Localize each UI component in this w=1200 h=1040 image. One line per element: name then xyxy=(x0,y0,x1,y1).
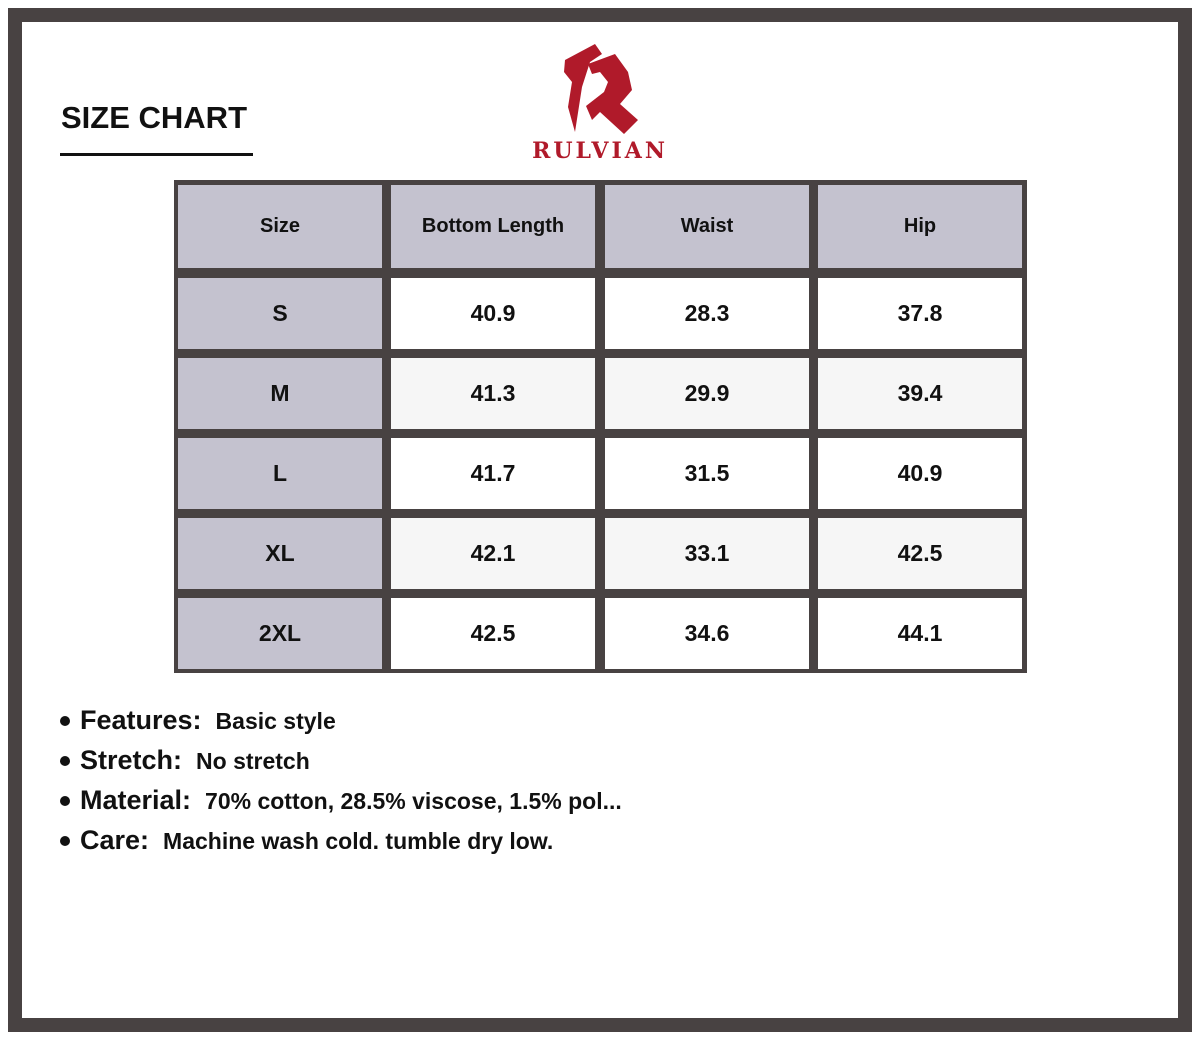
table-cell: 34.6 xyxy=(605,598,809,669)
table-cell: 42.1 xyxy=(391,518,595,589)
table-cell: 42.5 xyxy=(818,518,1022,589)
table-cell: 29.9 xyxy=(605,358,809,429)
detail-label: Material: xyxy=(80,785,192,815)
detail-value: Basic style xyxy=(215,708,336,734)
size-label: L xyxy=(178,438,382,509)
table-cell: 40.9 xyxy=(818,438,1022,509)
detail-value: No stretch xyxy=(196,748,310,774)
table-cell: 33.1 xyxy=(605,518,809,589)
table-cell: 41.3 xyxy=(391,358,595,429)
table-cell: 31.5 xyxy=(605,438,809,509)
column-header: Waist xyxy=(605,185,809,268)
bullet-icon xyxy=(60,756,70,766)
size-label: XL xyxy=(178,518,382,589)
brand-name: RULVIAN xyxy=(532,138,668,164)
size-table: Size Bottom Length Waist Hip S 40.9 28.3 37.8 M 4… xyxy=(174,180,1027,673)
detail-value: Machine wash cold. tumble dry low. xyxy=(163,828,554,854)
column-header: Hip xyxy=(818,185,1022,268)
details-list: Features: Basic style Stretch: No stretch Ma… xyxy=(60,705,622,865)
detail-label: Features: xyxy=(80,705,202,735)
bullet-icon xyxy=(60,796,70,806)
table-cell: 41.7 xyxy=(391,438,595,509)
table-cell: 40.9 xyxy=(391,278,595,349)
brand-logo-icon xyxy=(564,44,638,134)
size-label: M xyxy=(178,358,382,429)
detail-item: Material: 70% cotton, 28.5% viscose, 1.5%… xyxy=(60,785,622,825)
column-header: Bottom Length xyxy=(391,185,595,268)
detail-item: Care: Machine wash cold. tumble dry low. xyxy=(60,825,622,865)
detail-item: Stretch: No stretch xyxy=(60,745,622,785)
bullet-icon xyxy=(60,836,70,846)
detail-label: Care: xyxy=(80,825,150,855)
detail-value: 70% cotton, 28.5% viscose, 1.5% pol... xyxy=(205,788,622,814)
column-header: Size xyxy=(178,185,382,268)
page-title: SIZE CHART xyxy=(61,100,247,135)
detail-label: Stretch: xyxy=(80,745,183,775)
size-label: 2XL xyxy=(178,598,382,669)
size-label: S xyxy=(178,278,382,349)
table-cell: 39.4 xyxy=(818,358,1022,429)
table-cell: 44.1 xyxy=(818,598,1022,669)
title-underline xyxy=(60,153,253,156)
table-cell: 28.3 xyxy=(605,278,809,349)
table-cell: 37.8 xyxy=(818,278,1022,349)
detail-item: Features: Basic style xyxy=(60,705,622,745)
bullet-icon xyxy=(60,716,70,726)
table-cell: 42.5 xyxy=(391,598,595,669)
